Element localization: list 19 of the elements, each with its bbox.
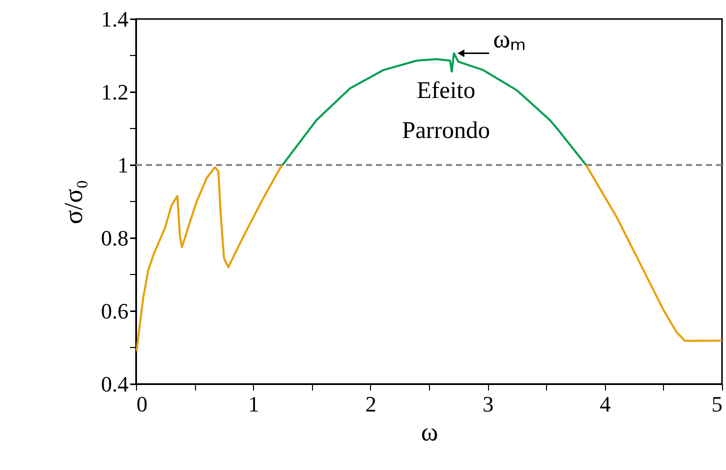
y-tick-label: 0.4 xyxy=(101,372,128,396)
line-series xyxy=(585,164,722,342)
annotation: Efeito Parrondo xyxy=(402,78,490,144)
x-tick-label: 1 xyxy=(248,392,260,416)
annotation: ωₘ xyxy=(493,24,526,54)
x-tick-label: 0 xyxy=(136,392,148,416)
x-tick-label: 2 xyxy=(365,392,376,416)
x-tick-label: 3 xyxy=(482,392,494,416)
y-tick-label: 1.4 xyxy=(101,6,128,32)
x-axis-title: ω xyxy=(420,418,438,446)
line-series xyxy=(136,164,284,352)
y-tick-label: 0.6 xyxy=(101,298,128,324)
x-tick-label: 5 xyxy=(712,392,722,416)
y-axis-title: σ/σ₀ xyxy=(59,180,88,224)
y-tick-label: 1.2 xyxy=(101,80,128,104)
y-tick-label: 0.8 xyxy=(101,226,128,250)
y-tick-label: 1 xyxy=(118,152,128,178)
line-series xyxy=(282,52,588,166)
x-tick-label: 4 xyxy=(600,392,611,416)
